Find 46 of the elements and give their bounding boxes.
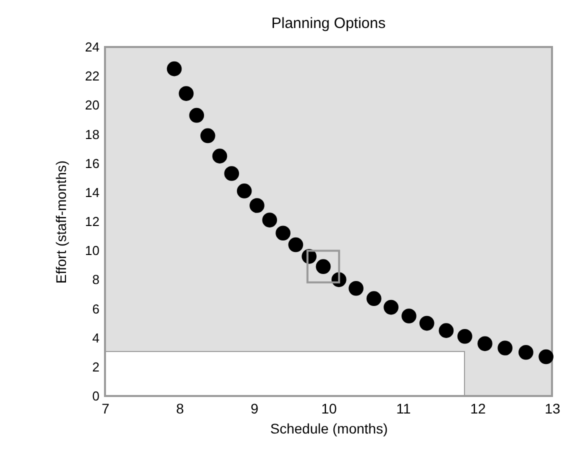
point <box>189 108 204 123</box>
y-tick-label: 22 <box>85 68 100 84</box>
point <box>457 328 472 344</box>
point <box>200 128 216 144</box>
point <box>498 340 512 356</box>
point <box>348 280 364 296</box>
y-tick-label: 20 <box>85 98 100 113</box>
point <box>518 344 534 360</box>
point <box>224 166 240 181</box>
x-tick-label: 11 <box>396 400 411 416</box>
point <box>262 212 278 228</box>
chart-title: Planning Options <box>271 15 386 32</box>
point <box>306 250 340 284</box>
point <box>384 300 398 315</box>
point <box>438 323 454 338</box>
x-tick-label: 12 <box>470 400 486 416</box>
x-tick-label: 8 <box>176 400 184 416</box>
point <box>250 198 264 213</box>
y-tick-label: 6 <box>92 301 100 316</box>
y-axis-title: Effort (staff-months) <box>53 160 70 284</box>
point <box>419 316 434 331</box>
x-tick-label: 7 <box>102 400 110 416</box>
point <box>288 237 304 252</box>
point <box>166 61 182 76</box>
y-tick-label: 8 <box>92 272 100 288</box>
point <box>178 86 194 101</box>
point <box>236 184 252 198</box>
point <box>538 349 554 364</box>
y-tick-label: 0 <box>92 388 100 404</box>
y-tick-label: 14 <box>85 184 100 200</box>
point <box>366 291 382 306</box>
y-tick-label: 24 <box>85 40 100 54</box>
x-axis-title: Schedule (months) <box>270 420 388 436</box>
point <box>478 336 492 352</box>
point <box>276 226 290 241</box>
y-tick-label: 16 <box>85 156 100 171</box>
point <box>402 308 416 324</box>
y-tick-label: 2 <box>92 359 100 374</box>
y-tick-label: 4 <box>92 330 100 346</box>
y-tick-label: 12 <box>85 214 100 229</box>
y-tick-label: 10 <box>85 243 100 258</box>
x-tick-label: 9 <box>250 400 259 416</box>
point <box>212 148 228 164</box>
x-tick-label: 13 <box>544 400 560 416</box>
x-tick-label: 10 <box>321 400 337 416</box>
y-tick-label: 18 <box>85 126 100 142</box>
